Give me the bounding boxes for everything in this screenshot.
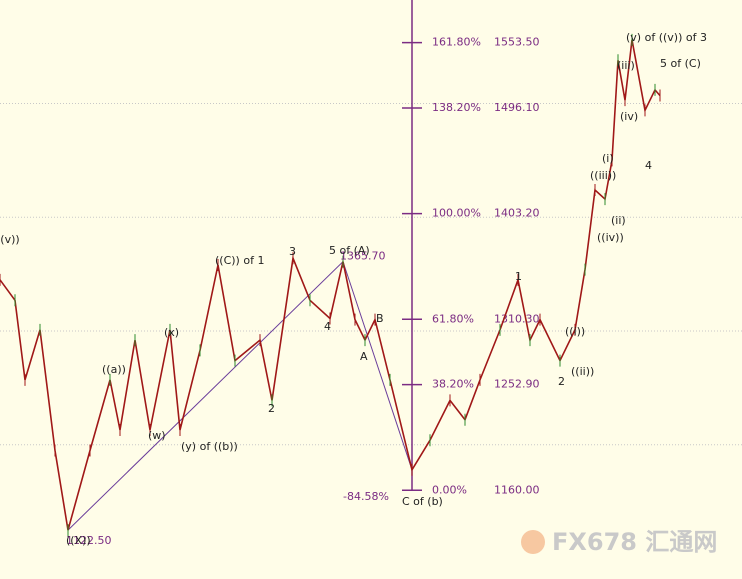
fib-ratio: 138.20%	[432, 101, 481, 114]
fib-ratio: 100.00%	[432, 207, 481, 220]
wave-label: (v) of ((v)) of 3	[626, 31, 707, 44]
wave-label: (iii)	[617, 59, 635, 72]
wave-label: ((a))	[102, 363, 126, 376]
wave-label: 1	[515, 270, 522, 283]
price-label: 1365.70	[340, 249, 386, 262]
wave-label: 5 of (A)	[329, 244, 370, 257]
wave-label: (ii)	[611, 214, 626, 227]
wave-label: 2	[268, 402, 275, 415]
wave-label: 2	[558, 375, 565, 388]
wave-label: ((iv))	[597, 231, 624, 244]
fib-ratio: 38.20%	[432, 378, 474, 391]
wave-label: ((i))	[565, 325, 585, 338]
wave-label: 5 of (C)	[660, 57, 701, 70]
fib-price: 1403.20	[494, 207, 540, 220]
fib-ratio: 161.80%	[432, 36, 481, 49]
wave-label: A	[360, 350, 368, 363]
wave-label: ((ii))	[571, 365, 594, 378]
wave-label: ((v))	[0, 233, 20, 246]
fib-price: 1160.00	[494, 483, 540, 496]
fib-price: 1310.30	[494, 312, 540, 325]
wave-label: ((C)) of 1	[215, 254, 264, 267]
wave-label: ((iii))	[590, 169, 616, 182]
wave-label: (i)	[602, 152, 614, 165]
wave-label: (iv)	[620, 110, 638, 123]
fib-ratio: 61.80%	[432, 312, 474, 325]
fib-price: 1496.10	[494, 101, 540, 114]
watermark-logo	[521, 530, 545, 554]
extension-label: -84.58%	[343, 490, 389, 503]
wave-label: 3	[289, 245, 296, 258]
wave-label: 4	[645, 159, 652, 172]
wave-label: ((X))	[66, 534, 91, 547]
wave-label: (x)	[164, 326, 179, 339]
price-label: 1122.50	[66, 534, 112, 547]
watermark: FX678 汇通网	[552, 528, 717, 556]
wave-label: (w)	[148, 429, 166, 442]
wave-label: (y) of ((b))	[181, 440, 238, 453]
fib-price: 1553.50	[494, 36, 540, 49]
fib-ratio: 0.00%	[432, 483, 467, 496]
wave-label: C of (b)	[402, 495, 443, 508]
wave-label: 4	[324, 320, 331, 333]
fib-price: 1252.90	[494, 378, 540, 391]
wave-label: B	[376, 312, 384, 325]
